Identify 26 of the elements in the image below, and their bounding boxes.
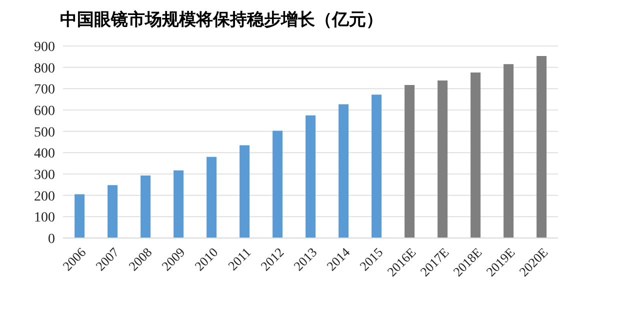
y-tick-label: 700 <box>34 82 55 98</box>
bar <box>536 56 547 238</box>
bar <box>272 130 283 238</box>
y-tick-label: 200 <box>34 189 55 204</box>
bar <box>174 170 184 238</box>
y-tick-label: 0 <box>48 232 55 247</box>
y-tick-label: 100 <box>34 210 55 226</box>
chart-title: 中国眼镜市场规模将保持稳步增长（亿元） <box>59 9 384 31</box>
bar <box>404 85 415 238</box>
y-tick-label: 600 <box>34 104 55 119</box>
y-tick-label: 900 <box>34 40 55 55</box>
bar <box>108 185 118 238</box>
y-tick-label: 500 <box>34 125 55 140</box>
bar <box>372 94 382 238</box>
bar <box>306 115 316 238</box>
bar <box>240 145 250 238</box>
y-tick-label: 300 <box>34 168 55 183</box>
bar <box>338 104 349 238</box>
bar <box>206 156 217 238</box>
bar <box>74 194 85 238</box>
y-tick-label: 400 <box>34 146 55 162</box>
bar <box>470 72 481 238</box>
y-tick-label: 800 <box>34 61 55 76</box>
bar <box>504 64 514 238</box>
bar <box>140 175 151 238</box>
bar <box>438 80 448 238</box>
